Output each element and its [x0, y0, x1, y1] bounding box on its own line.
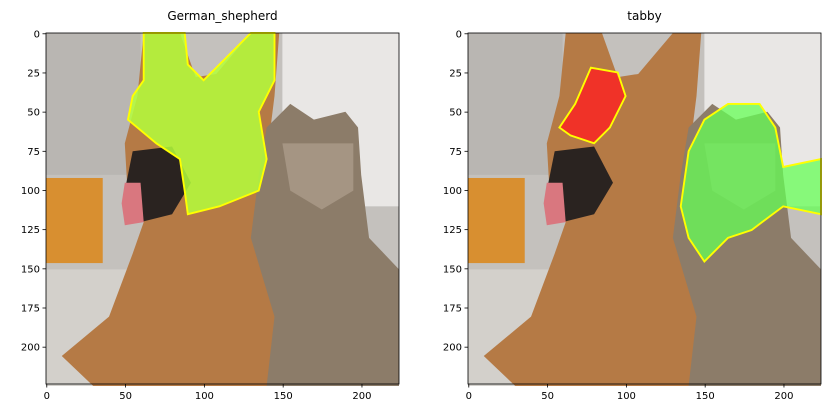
title: German_shepherd [167, 9, 277, 23]
x-tick-label: 50 [541, 391, 554, 402]
x-tick-label: 0 [466, 391, 472, 402]
axes-frame [467, 32, 822, 385]
y-tick-label: 25 [449, 68, 462, 79]
y-tick-label: 50 [449, 108, 462, 119]
x-tick-label: 100 [617, 391, 636, 402]
x-tick-label: 100 [195, 391, 214, 402]
y-tick-label: 200 [21, 343, 40, 354]
x-tick-label: 50 [119, 391, 132, 402]
title: tabby [627, 9, 661, 23]
x-tick-label: 200 [352, 391, 371, 402]
x-tick-label: 200 [774, 391, 793, 402]
x-tick-label: 150 [274, 391, 293, 402]
y-tick-label: 25 [27, 68, 40, 79]
y-tick-label: 150 [443, 264, 462, 275]
y-tick-label: 0 [456, 29, 462, 40]
y-tick-label: 50 [27, 108, 40, 119]
y-tick-label: 200 [443, 343, 462, 354]
y-tick-label: 75 [27, 147, 40, 158]
axes-frame [45, 32, 400, 385]
y-tick-label: 100 [21, 186, 40, 197]
y-tick-label: 175 [21, 304, 40, 315]
image [46, 32, 399, 386]
y-tick-label: 100 [443, 186, 462, 197]
x-tick-label: 150 [696, 391, 715, 402]
image [468, 33, 822, 386]
y-tick-label: 125 [21, 225, 40, 236]
y-tick-label: 175 [443, 304, 462, 315]
y-tick-label: 125 [443, 225, 462, 236]
y-tick-label: 150 [21, 264, 40, 275]
x-tick-label: 0 [44, 391, 50, 402]
y-tick-label: 75 [449, 147, 462, 158]
y-tick-label: 0 [34, 29, 40, 40]
